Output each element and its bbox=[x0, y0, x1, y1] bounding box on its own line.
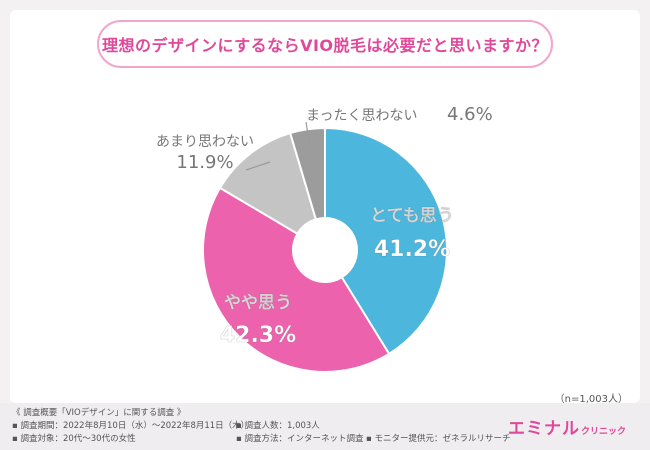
survey-provider: ▪ モニター提供元：ゼネラルリサーチ bbox=[366, 434, 511, 444]
value-label-mattaku-omowanai: 4.6% bbox=[447, 104, 493, 125]
leader-line-mattaku bbox=[305, 121, 311, 149]
survey-summary-title: 《 調査概要「VIOデザイン」に関する調査 》 bbox=[12, 408, 186, 418]
value-label-yaya-omou: 42.3% bbox=[220, 323, 296, 348]
logo-main-text: エミナル bbox=[508, 419, 580, 439]
clinic-logo: エミナルクリニック bbox=[508, 414, 626, 439]
question-title: 理想のデザインにするならVIO脱毛は必要だと思いますか？ bbox=[97, 20, 553, 68]
category-label-amari-omowanai: あまり思わない bbox=[156, 134, 254, 150]
category-label-yaya-omou: やや思う bbox=[224, 293, 292, 313]
category-label-mattaku-omowanai: まったく思わない bbox=[306, 108, 417, 124]
value-label-amari-omowanai: 11.9% bbox=[176, 152, 233, 173]
slice-totemo-omou bbox=[324, 126, 448, 356]
category-label-totemo-omou: とても思う bbox=[370, 206, 454, 226]
leader-line-amari bbox=[245, 161, 271, 171]
slice-mattaku-omowanai bbox=[288, 126, 326, 221]
value-label-totemo-omou: 41.2% bbox=[374, 237, 450, 262]
survey-target: ▪ 調査対象：20代～30代の女性 bbox=[12, 434, 136, 444]
logo-sub-text: クリニック bbox=[581, 427, 627, 437]
survey-method: ▪ 調査方法：インターネット調査 bbox=[236, 434, 364, 444]
survey-footer bbox=[0, 403, 650, 450]
sample-size-note: （n=1,003人） bbox=[554, 394, 628, 405]
slice-yaya-omou bbox=[202, 186, 391, 373]
survey-period: ▪ 調査期間：2022年8月10日（水）～2022年8月11日（木） bbox=[12, 421, 250, 431]
survey-respondents: ▪ 調査人数：1,003人 bbox=[236, 421, 320, 431]
